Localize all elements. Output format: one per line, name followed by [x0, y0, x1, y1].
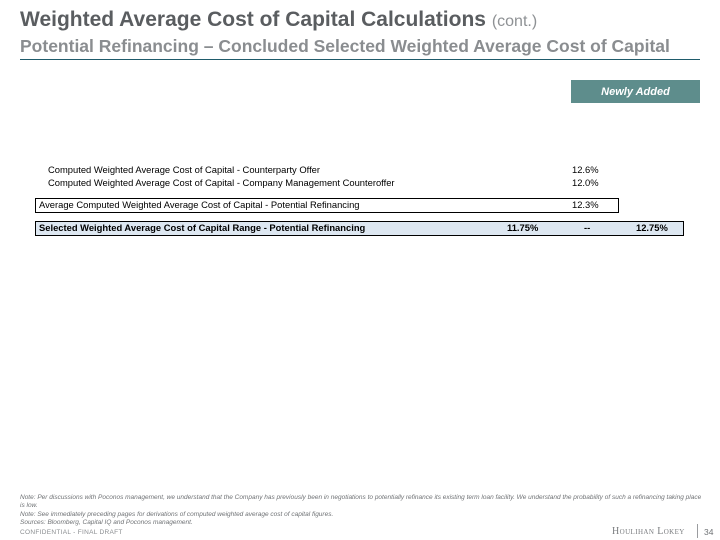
footnote-sources: Sources: Bloomberg, Capital IQ and Pocon…: [20, 519, 193, 527]
selected-high-value: 12.75%: [636, 222, 668, 233]
selected-label: Selected Weighted Average Cost of Capita…: [39, 222, 366, 233]
row-label: Computed Weighted Average Cost of Capita…: [48, 177, 395, 188]
confidential-label: CONFIDENTIAL - FINAL DRAFT: [20, 529, 123, 536]
average-label: Average Computed Weighted Average Cost o…: [39, 199, 360, 210]
footnote-refinancing: Note: Per discussions with Poconos manag…: [20, 494, 702, 510]
page-number: 34: [704, 527, 714, 537]
row-value: 12.6%: [572, 164, 599, 175]
title-divider: [20, 59, 700, 60]
average-wacc-row: Average Computed Weighted Average Cost o…: [35, 198, 619, 213]
selected-low-value: 11.75%: [507, 222, 539, 233]
range-separator: --: [584, 222, 591, 233]
average-value: 12.3%: [572, 199, 599, 210]
title-main: Weighted Average Cost of Capital Calcula…: [20, 8, 486, 31]
page-title: Weighted Average Cost of Capital Calcula…: [20, 8, 537, 32]
company-logo: Houlihan Lokey: [612, 526, 685, 537]
selected-wacc-range-row: Selected Weighted Average Cost of Capita…: [35, 221, 684, 236]
page-subtitle: Potential Refinancing – Concluded Select…: [20, 36, 670, 56]
row-label: Computed Weighted Average Cost of Capita…: [48, 164, 321, 175]
footnote-derivations: Note: See immediately preceding pages fo…: [20, 510, 334, 518]
newly-added-badge: Newly Added: [571, 80, 700, 103]
title-suffix: (cont.): [491, 13, 538, 30]
page-number-divider: [697, 524, 698, 538]
footnotes: Note: Per discussions with Poconos manag…: [20, 494, 705, 528]
row-value: 12.0%: [572, 177, 599, 188]
